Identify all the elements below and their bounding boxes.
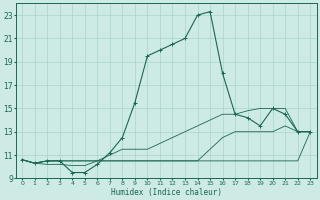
X-axis label: Humidex (Indice chaleur): Humidex (Indice chaleur): [111, 188, 222, 197]
